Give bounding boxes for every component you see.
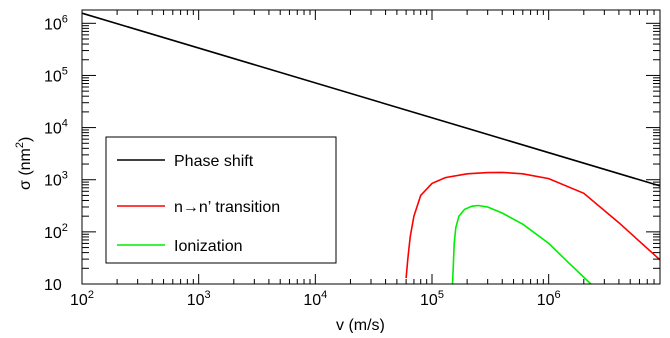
legend-label-phase-shift: Phase shift [174, 153, 254, 170]
x-tick-label-1: 103 [187, 289, 211, 309]
legend: Phase shift n→n’ transition Ionization [105, 136, 337, 264]
series-layer [81, 12, 661, 285]
x-tick-label-4: 106 [537, 289, 561, 309]
y-axis-label: σ (nm2) [14, 137, 34, 190]
series-line-1 [405, 171, 661, 279]
series-line-2 [451, 204, 592, 285]
y-tick-label-0: 10 [44, 277, 62, 294]
y-tick-label-1: 102 [44, 222, 68, 242]
ticks-layer: 102 103 104 105 106 10 102 103 104 105 106 [44, 10, 661, 309]
legend-box [105, 136, 337, 264]
x-tick-label-3: 105 [420, 289, 444, 309]
legend-label-ionization: Ionization [174, 238, 243, 255]
x-axis-label: v (m/s) [336, 317, 385, 333]
y-tick-label-4: 105 [44, 65, 68, 85]
legend-label-transition: n→n’ transition [174, 199, 280, 216]
y-tick-label-2: 103 [44, 170, 68, 190]
y-tick-label-5: 106 [44, 13, 68, 33]
x-tick-label-0: 102 [70, 289, 94, 309]
series-line-0 [81, 12, 661, 187]
y-tick-label-3: 104 [44, 118, 68, 138]
x-tick-label-2: 104 [303, 289, 327, 309]
